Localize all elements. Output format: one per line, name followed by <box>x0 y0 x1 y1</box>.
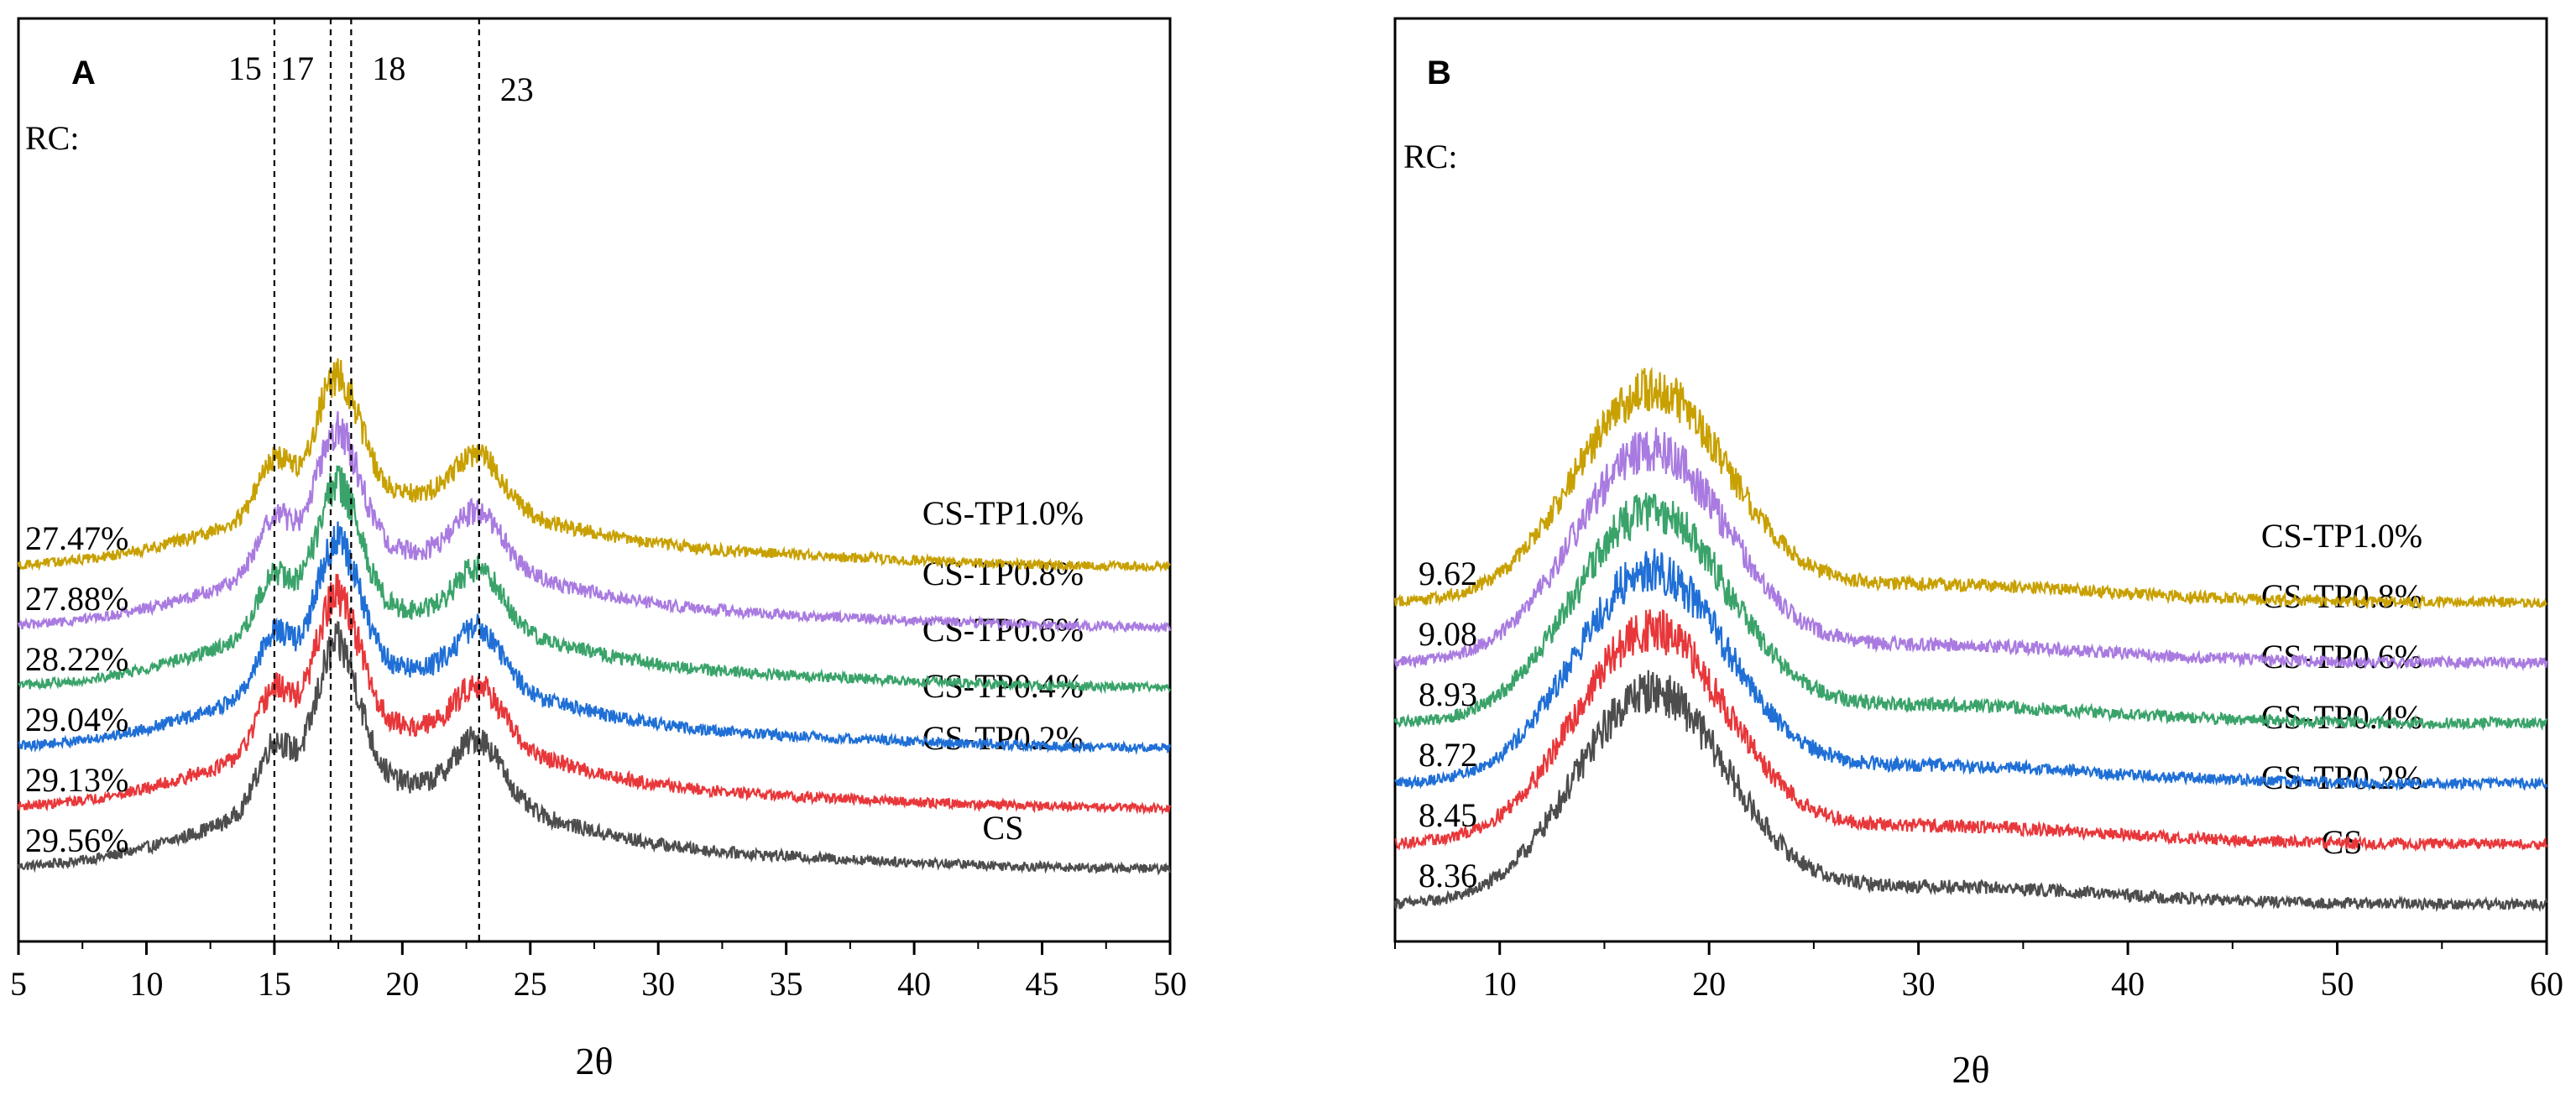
rc-value-label: 9.62 <box>1419 555 1477 592</box>
xrd-trace-5 <box>1393 366 2547 611</box>
xrd-trace-0 <box>17 621 1172 876</box>
xrd-trace-5 <box>17 358 1171 573</box>
xrd-trace-1 <box>1394 608 2548 853</box>
rc-value-label: 8.72 <box>1419 736 1477 774</box>
x-tick-label: 25 <box>514 965 547 1003</box>
series-label: CS-TP0.4% <box>2261 698 2422 736</box>
xrd-trace-3 <box>18 465 1171 695</box>
xrd-trace-3 <box>1393 493 2548 732</box>
rc-value-label: 29.04% <box>25 701 128 738</box>
x-tick-label: 20 <box>1692 965 1726 1003</box>
rc-value-label: 27.47% <box>25 519 128 557</box>
series-label: CS <box>983 809 1024 847</box>
series-label: CS-TP0.6% <box>2261 638 2422 675</box>
rc-value-label: 29.13% <box>25 761 128 799</box>
rc-title: RC: <box>25 119 79 157</box>
x-tick-label: 15 <box>258 965 291 1003</box>
xrd-trace-2 <box>1394 548 2548 792</box>
rc-value-label: 8.45 <box>1419 796 1477 834</box>
x-tick-label: 30 <box>641 965 675 1003</box>
x-tick-label: 30 <box>1902 965 1936 1003</box>
panel-letter: A <box>71 55 96 91</box>
x-tick-label: 20 <box>385 965 419 1003</box>
peak-label: 23 <box>500 70 534 108</box>
series-label: CS-TP0.6% <box>922 611 1084 649</box>
peak-label: 17 <box>280 50 314 87</box>
x-tick-label: 35 <box>770 965 803 1003</box>
x-axis-label: 2θ <box>1952 1048 1989 1091</box>
x-tick-label: 40 <box>2111 965 2145 1003</box>
xrd-trace-1 <box>17 573 1172 816</box>
rc-title: RC: <box>1403 138 1457 175</box>
rc-value-label: 9.08 <box>1419 615 1477 653</box>
xrd-trace-0 <box>1393 670 2548 913</box>
series-label: CS-TP1.0% <box>2261 517 2422 555</box>
x-tick-label: 60 <box>2530 965 2563 1003</box>
rc-value-label: 28.22% <box>25 640 128 678</box>
rc-value-label: 8.36 <box>1419 857 1477 894</box>
plot-frame <box>1393 17 2548 943</box>
x-axis-label: 2θ <box>575 1040 613 1082</box>
rc-value-label: 8.93 <box>1419 675 1477 713</box>
rc-value-label: 29.56% <box>25 821 128 859</box>
x-tick-label: 45 <box>1026 965 1059 1003</box>
x-tick-label: 5 <box>10 965 27 1003</box>
series-label: CS-TP0.8% <box>2261 577 2422 615</box>
series-label: CS-TP0.2% <box>922 719 1084 757</box>
xrd-trace-4 <box>17 411 1172 634</box>
x-tick-label: 50 <box>1153 965 1187 1003</box>
peak-label: 18 <box>372 50 405 87</box>
peak-label: 15 <box>228 50 262 87</box>
panel-a-chart: 5 10 15 20 25 30 35 40 45 50 2θ A RC: CS 29.56% CS-TP0.… <box>10 17 1187 1082</box>
xrd-trace-2 <box>18 521 1172 756</box>
x-tick-label: 10 <box>129 965 163 1003</box>
series-label: CS-TP0.2% <box>2261 759 2422 796</box>
series-label: CS-TP1.0% <box>922 494 1084 532</box>
x-tick-label: 50 <box>2321 965 2354 1003</box>
xrd-trace-4 <box>1393 427 2548 672</box>
x-tick-label: 10 <box>1483 965 1517 1003</box>
panel-letter: B <box>1427 55 1451 91</box>
panel-b-chart: 10 20 30 40 50 602θBRC:CS8.36CS-TP0.2%8.45CS-… <box>1393 17 2563 1091</box>
rc-value-label: 27.88% <box>25 580 128 618</box>
x-tick-label: 40 <box>897 965 931 1003</box>
